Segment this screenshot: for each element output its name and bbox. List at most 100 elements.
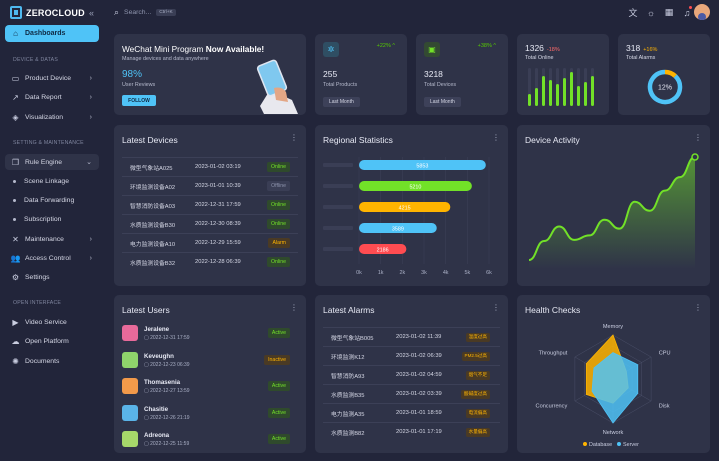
sidebar-item-rule-engine[interactable]: ❐ Rule Engine ⌄: [5, 154, 99, 170]
chevron-right-icon: ›: [89, 235, 92, 243]
status-badge: Active: [267, 381, 290, 391]
user-date: ▢ 2022-12-27 13:59: [144, 388, 190, 394]
legend-label: Server: [623, 442, 639, 448]
list-item[interactable]: Thomasenia ▢ 2022-12-27 13:59 Active: [122, 374, 298, 400]
home-icon: ⌂: [13, 29, 18, 38]
sidebar-item-data-report[interactable]: ↗ Data Report ›: [5, 90, 99, 104]
list-item[interactable]: Jeralene ▢ 2022-12-31 17:59 Active: [122, 321, 298, 347]
data-point: [691, 153, 699, 161]
x-tick-label: 4k: [443, 270, 449, 276]
status-badge: Active: [267, 434, 290, 444]
follow-button[interactable]: FOLLOW: [122, 95, 156, 106]
online-delta: -18%: [546, 47, 560, 53]
category-placeholder: [323, 163, 353, 167]
table-row[interactable]: 电力监测设备A10 2022-12-29 15:59 Alarm: [122, 233, 298, 252]
bell-icon[interactable]: ♫: [683, 7, 691, 18]
bullet-icon: [13, 218, 16, 221]
sidebar-subitem-data-forwarding[interactable]: Data Forwarding: [13, 197, 74, 204]
notification-dot: [689, 6, 692, 9]
sidebar-item-maintenance[interactable]: ✕ Maintenance ›: [5, 232, 99, 246]
devices-period-chip[interactable]: Last Month: [424, 97, 461, 107]
sidebar-item-product-device[interactable]: ▭ Product Device ›: [5, 71, 99, 85]
more-vertical-icon[interactable]: ⋮: [290, 133, 298, 142]
user-name: Thomasenia: [144, 379, 181, 386]
user-name: Adreona: [144, 432, 170, 439]
table-row[interactable]: 水质监测设备B32 2022-12-28 06:39 Online: [122, 252, 298, 271]
cloud-icon: ☁: [11, 336, 20, 346]
alarm-tag: 烟气不足: [465, 370, 490, 380]
alarm-date: 2023-01-01 18:59: [396, 410, 442, 416]
more-vertical-icon[interactable]: ⋮: [694, 303, 702, 312]
status-badge: Online: [267, 162, 290, 172]
sidebar-item-label: Access Control: [25, 254, 71, 262]
avatar: [122, 431, 138, 447]
category-placeholder: [323, 205, 353, 209]
table-row[interactable]: 水质监测设备B30 2022-12-30 08:39 Online: [122, 214, 298, 233]
table-row[interactable]: 水质监测B35 2023-01-02 03:39 酸碱度过高: [323, 384, 500, 403]
sidebar-item-documents[interactable]: ✺ Documents: [5, 354, 99, 368]
sidebar-item-video-service[interactable]: ▶ Video Service: [5, 315, 99, 329]
sidebar-item-access-control[interactable]: 👥 Access Control ›: [5, 251, 99, 265]
table-row[interactable]: 微型气象站A025 2023-01-02 03:19 Online: [122, 157, 298, 176]
sidebar-item-label: Video Service: [25, 318, 67, 326]
user-avatar[interactable]: [694, 4, 710, 20]
sidebar-item-open-platform[interactable]: ☁ Open Platform: [5, 334, 99, 348]
table-row[interactable]: 水质监测B82 2023-01-01 17:19 水量偏高: [323, 422, 500, 441]
bar: [542, 76, 545, 106]
sidebar-item-visualization[interactable]: ◈ Visualization ›: [5, 110, 99, 124]
list-item[interactable]: Chasitie ▢ 2022-12-26 21:19 Active: [122, 401, 298, 427]
alarms-value-row: 318 +16%: [626, 43, 657, 53]
table-row[interactable]: 环境监测设备A02 2023-01-01 10:39 Offline: [122, 176, 298, 195]
more-vertical-icon[interactable]: ⋮: [694, 133, 702, 142]
table-row[interactable]: 环境监测K12 2023-01-02 06:39 PM2.5过高: [323, 346, 500, 365]
more-vertical-icon[interactable]: ⋮: [290, 303, 298, 312]
sidebar-item-label: Subscription: [24, 216, 62, 223]
latest-alarms-title: Latest Alarms: [323, 305, 375, 315]
table-row[interactable]: 微型气象站B005 2023-01-02 11:39 温度过高: [323, 327, 500, 346]
sidebar-section-device: DEVICE & DATAS: [13, 57, 58, 63]
alarm-date: 2023-01-01 17:19: [396, 429, 442, 435]
collapse-sidebar-icon[interactable]: «: [89, 8, 95, 18]
sidebar-section-setting: SETTING & MAINTENANCE: [13, 140, 84, 146]
user-name: Jeralene: [144, 326, 170, 333]
translate-icon[interactable]: 文: [628, 8, 638, 18]
bar-value-label: 5210: [409, 184, 421, 190]
search-input[interactable]: Search...: [124, 9, 152, 16]
products-value: 255: [323, 69, 338, 79]
chevron-right-icon: ›: [89, 74, 92, 82]
brand-logo[interactable]: ZEROCLOUD: [10, 6, 85, 19]
search-bar[interactable]: ⌕ Search... Ctrl+K: [114, 7, 176, 18]
wechat-card: WeChat Mini Program Now Available! Manag…: [114, 34, 306, 115]
sidebar-subitem-subscription[interactable]: Subscription: [13, 216, 61, 223]
sidebar-item-label: Scene Linkage: [24, 178, 69, 185]
grid-icon[interactable]: ▦: [664, 7, 674, 17]
theme-sun-icon[interactable]: ☼: [646, 7, 656, 18]
more-vertical-icon[interactable]: ⋮: [492, 133, 500, 142]
table-row[interactable]: 电力监测A35 2023-01-01 18:59 电流偏高: [323, 403, 500, 422]
products-period-chip[interactable]: Last Month: [323, 97, 360, 107]
regional-bar-chart: 0k 1k 2k 3k 4k 5k 6k 5853 5210 4215 3589 2186: [323, 157, 492, 276]
sidebar-subitem-scene-linkage[interactable]: Scene Linkage: [13, 178, 69, 185]
table-row[interactable]: 智慧消防设备A03 2022-12-31 17:59 Online: [122, 195, 298, 214]
sidebar-item-label: Rule Engine: [25, 158, 63, 166]
sidebar-item-label: Data Report: [25, 93, 62, 101]
radar-axis-label: Concurrency: [536, 403, 568, 409]
stat-card-devices: ▣ +38% ^ 3218 Total Devices Last Month: [416, 34, 508, 115]
sidebar-item-dashboards[interactable]: ⌂ Dashboards: [5, 25, 99, 42]
alarm-tag: PM2.5过高: [461, 351, 490, 361]
x-tick-label: 6k: [486, 270, 492, 276]
user-date: ▢ 2022-12-25 11:59: [144, 441, 190, 447]
sidebar-item-settings[interactable]: ⚙ Settings: [5, 270, 99, 284]
status-badge: Online: [267, 219, 290, 229]
bar: [528, 94, 531, 106]
avatar: [122, 378, 138, 394]
table-row[interactable]: 智慧消防A93 2023-01-02 04:59 烟气不足: [323, 365, 500, 384]
user-date: ▢ 2022-12-31 17:59: [144, 335, 190, 341]
more-vertical-icon[interactable]: ⋮: [492, 303, 500, 312]
bar: [549, 80, 552, 106]
radar-axis-label: Throughput: [539, 351, 568, 357]
list-item[interactable]: Adreona ▢ 2022-12-25 11:59 Active: [122, 427, 298, 453]
search-icon: ⌕: [114, 7, 120, 17]
list-item[interactable]: Keveughn ▢ 2022-12-23 06:39 Inactive: [122, 348, 298, 374]
radar-axis-label: Network: [603, 430, 624, 436]
